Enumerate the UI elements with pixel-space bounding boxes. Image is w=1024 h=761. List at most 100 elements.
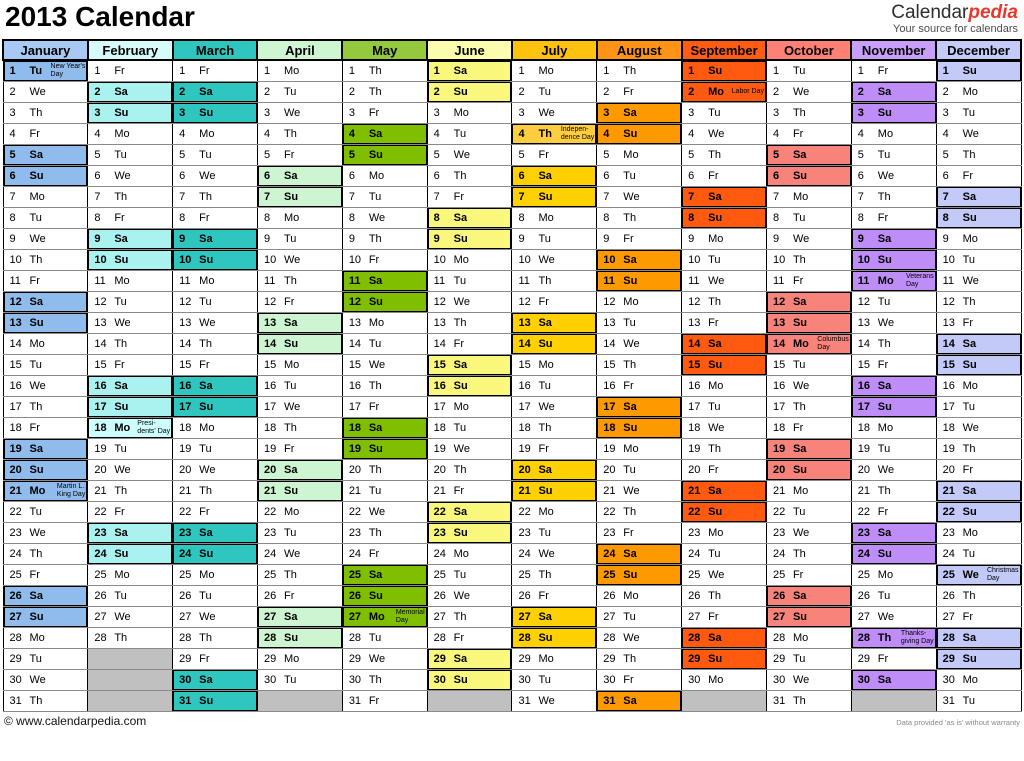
weekday-abbrev: Fr bbox=[199, 211, 210, 224]
day-number: 30 bbox=[263, 673, 277, 686]
day-cell: 29 Su bbox=[935, 647, 1022, 670]
day-number: 29 bbox=[518, 652, 531, 665]
weekday-abbrev: Su bbox=[453, 85, 468, 98]
day-number: 21 bbox=[857, 484, 871, 497]
day-number: 22 bbox=[263, 505, 277, 518]
weekday-abbrev: We bbox=[877, 316, 895, 329]
day-number: 28 bbox=[94, 631, 107, 644]
day-cell: 7 We bbox=[596, 185, 683, 208]
day-cell: 26 Tu bbox=[172, 584, 258, 607]
day-cell: 5 Th bbox=[681, 143, 767, 166]
day-cell: 14 Su bbox=[256, 332, 343, 355]
weekday-abbrev: Tu bbox=[199, 589, 212, 602]
day-cell: 20 Fr bbox=[681, 458, 767, 481]
weekday-abbrev: Tu bbox=[792, 358, 806, 371]
weekday-abbrev: Sa bbox=[877, 673, 892, 686]
weekday-abbrev: Fr bbox=[623, 85, 634, 98]
day-number: 24 bbox=[688, 547, 701, 560]
weekday-abbrev: Sa bbox=[877, 526, 892, 539]
weekday-abbrev: Tu bbox=[877, 589, 891, 602]
day-number: 31 bbox=[772, 694, 786, 707]
day-cell: 13 Fr bbox=[935, 311, 1022, 334]
weekday-abbrev: Mo bbox=[29, 484, 46, 497]
day-cell: 5 Sa bbox=[765, 143, 852, 166]
day-number: 21 bbox=[433, 484, 446, 497]
day-cell: 3 Th bbox=[765, 101, 852, 124]
day-cell: 24 Sa bbox=[596, 542, 683, 565]
day-number: 8 bbox=[942, 211, 949, 224]
weekday-abbrev: Tu bbox=[623, 316, 636, 329]
day-number: 20 bbox=[433, 463, 446, 476]
weekday-abbrev: We bbox=[114, 610, 131, 623]
day-cell: 26 Th bbox=[935, 584, 1022, 607]
weekday-abbrev: Mo bbox=[623, 148, 639, 161]
day-cell: 2 Tu bbox=[256, 80, 343, 103]
weekday-abbrev: Tu bbox=[114, 442, 127, 455]
day-cell: 8 Su bbox=[681, 206, 767, 229]
day-number: 31 bbox=[348, 694, 362, 707]
day-number: 10 bbox=[772, 253, 786, 266]
weekday-abbrev: Fr bbox=[708, 169, 719, 182]
day-number: 26 bbox=[9, 589, 22, 602]
weekday-abbrev: Th bbox=[114, 337, 128, 350]
day-cell: 8 Fr bbox=[172, 206, 258, 229]
weekday-abbrev: We bbox=[114, 316, 131, 329]
day-number: 4 bbox=[942, 127, 949, 140]
day-number: 4 bbox=[857, 127, 864, 140]
day-number: 22 bbox=[857, 505, 871, 518]
weekday-abbrev: Sa bbox=[453, 358, 468, 371]
day-number: 26 bbox=[263, 589, 277, 602]
day-number: 28 bbox=[433, 631, 446, 644]
weekday-abbrev: Sa bbox=[453, 211, 468, 224]
weekday-abbrev: We bbox=[283, 253, 301, 266]
day-cell: 2 Fr bbox=[596, 80, 683, 103]
weekday-abbrev: Fr bbox=[623, 379, 634, 392]
weekday-abbrev: Th bbox=[792, 547, 806, 560]
day-cell: 9 Mo bbox=[681, 227, 767, 250]
day-cell: 23 Mo bbox=[935, 521, 1022, 544]
day-cell: 17 Su bbox=[87, 395, 174, 418]
weekday-abbrev: Mo bbox=[368, 169, 385, 182]
day-cell: 16 Su bbox=[426, 374, 513, 397]
day-number: 18 bbox=[688, 421, 701, 434]
weekday-abbrev: Fr bbox=[453, 190, 465, 203]
day-cell: 25 Fr bbox=[2, 563, 89, 586]
weekday-abbrev: Mo bbox=[29, 631, 45, 644]
day-cell: 28 We bbox=[596, 626, 683, 649]
day-number: 5 bbox=[179, 148, 186, 161]
holiday-label: Martin L. King Day bbox=[56, 483, 86, 498]
weekday-abbrev: Fr bbox=[877, 358, 889, 371]
day-cell: 9 We bbox=[765, 227, 852, 250]
top-bar: 2013 Calendar Calendarpedia Your source … bbox=[0, 0, 1024, 39]
day-number: 14 bbox=[348, 337, 362, 350]
day-cell: 17 Sa bbox=[596, 395, 683, 418]
day-cell: 6 Th bbox=[426, 164, 513, 187]
day-number: 4 bbox=[603, 127, 610, 140]
day-cell: 19 Th bbox=[681, 437, 767, 460]
weekday-abbrev: Sa bbox=[453, 652, 468, 665]
day-cell: 12 Th bbox=[935, 290, 1022, 313]
weekday-abbrev: Fr bbox=[962, 610, 973, 623]
day-number: 24 bbox=[603, 547, 616, 560]
weekday-abbrev: Tu bbox=[199, 295, 212, 308]
day-cell: 25 Sa bbox=[341, 563, 428, 586]
day-cell: 25 Su bbox=[596, 563, 683, 586]
weekday-abbrev: Mo bbox=[283, 652, 300, 665]
day-cell: 23 Tu bbox=[256, 521, 343, 544]
day-number: 17 bbox=[433, 400, 446, 413]
weekday-abbrev: We bbox=[708, 127, 725, 140]
day-cell: 23 Su bbox=[426, 521, 513, 544]
day-number: 20 bbox=[94, 463, 107, 476]
day-number: 26 bbox=[942, 589, 955, 602]
day-cell: 1 Fr bbox=[172, 59, 258, 82]
weekday-abbrev: Sa bbox=[792, 295, 807, 308]
day-number: 27 bbox=[179, 610, 192, 623]
day-number: 29 bbox=[688, 652, 701, 665]
weekday-abbrev: Su bbox=[368, 295, 383, 308]
day-number: 26 bbox=[94, 589, 107, 602]
day-cell: 22 Mo bbox=[511, 500, 598, 523]
day-number: 3 bbox=[603, 106, 610, 119]
day-cell: 31 Fr bbox=[341, 689, 428, 712]
weekday-abbrev: Fr bbox=[538, 442, 549, 455]
day-number: 27 bbox=[518, 610, 531, 623]
